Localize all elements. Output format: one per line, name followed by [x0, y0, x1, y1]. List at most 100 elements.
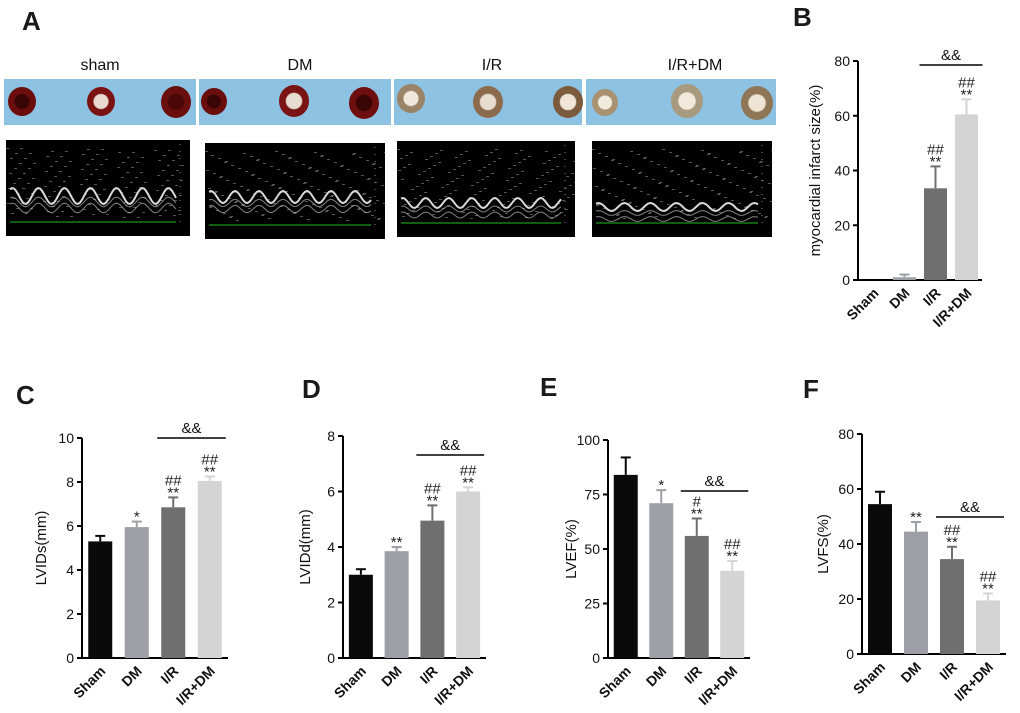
y-tick-label: 0	[592, 650, 600, 666]
echo-speckle	[87, 149, 90, 150]
echo-speckle	[534, 190, 537, 191]
echo-speckle	[425, 159, 428, 160]
echo-speckle	[702, 169, 705, 170]
echo-speckle	[140, 172, 143, 173]
echo-speckle	[628, 203, 631, 204]
echo-speckle	[695, 166, 698, 167]
echo-wall-trace	[595, 210, 759, 216]
echo-speckle	[125, 187, 128, 188]
echo-speckle	[168, 150, 171, 151]
echo-speckle	[174, 200, 177, 201]
echo-speckle	[349, 187, 352, 188]
echo-speckle	[412, 210, 415, 211]
echo-speckle	[454, 190, 457, 191]
significance-marker: **	[462, 474, 474, 491]
echo-speckle	[465, 151, 468, 152]
echo-speckle	[645, 176, 648, 177]
echo-speckle	[430, 156, 433, 157]
y-tick-label: 60	[834, 108, 850, 124]
echo-speckle	[33, 163, 36, 164]
echo-speckle	[131, 167, 134, 168]
echo-speckle	[82, 154, 85, 155]
echo-speckle	[629, 202, 632, 203]
echo-speckle	[94, 184, 97, 185]
x-tick-label: Sham	[70, 663, 108, 701]
echo-speckle	[707, 154, 710, 155]
echo-speckle	[293, 213, 296, 214]
echo-speckle	[722, 179, 725, 180]
x-tick-label: I/R	[681, 663, 705, 687]
echo-speckle	[402, 216, 405, 217]
echo-speckle	[669, 152, 672, 153]
significance-marker-hash: ##	[424, 480, 441, 497]
echo-speckle	[567, 197, 570, 198]
echo-speckle	[748, 173, 751, 174]
echo-speckle	[703, 168, 706, 169]
echo-speckle	[61, 211, 64, 212]
echo-speckle	[569, 185, 572, 186]
echo-speckle	[134, 192, 137, 193]
echo-speckle	[265, 181, 268, 182]
significance-marker: **	[691, 505, 703, 522]
y-axis-label: LVEF(%)	[563, 519, 580, 579]
echo-speckle	[89, 189, 92, 190]
echo-speckle	[290, 176, 293, 177]
significance-marker-hash: ##	[460, 462, 477, 479]
echo-speckle	[321, 155, 324, 156]
significance-marker-hash: #	[693, 493, 702, 510]
significance-marker-hash: ##	[201, 452, 218, 469]
echo-speckle	[21, 203, 24, 204]
echo-speckle	[647, 194, 650, 195]
echo-speckle	[330, 196, 333, 197]
echo-speckle	[24, 158, 27, 159]
echo-speckle	[620, 181, 623, 182]
echo-speckle	[397, 149, 400, 150]
y-tick-label: 0	[846, 646, 854, 662]
echo-speckle	[608, 193, 611, 194]
echo-speckle	[22, 188, 25, 189]
x-tick-label: I/R+DM	[173, 663, 218, 708]
echo-speckle	[512, 198, 515, 199]
echo-speckle	[27, 183, 30, 184]
echo-speckle	[273, 203, 276, 204]
echo-speckle	[598, 153, 601, 154]
echo-speckle	[551, 169, 554, 170]
echo-speckle	[59, 171, 62, 172]
x-tick-label: DM	[886, 285, 913, 312]
comparison-label: &&	[960, 499, 980, 516]
echo-speckle	[214, 192, 217, 193]
echo-speckle	[325, 211, 328, 212]
y-tick-label: 4	[327, 539, 335, 555]
y-tick-label: 10	[58, 430, 74, 446]
echo-speckle	[206, 170, 209, 171]
echo-speckle	[12, 198, 15, 199]
echo-speckle	[674, 207, 677, 208]
echo-speckle	[438, 162, 441, 163]
panel-b-letter: B	[793, 2, 812, 32]
echo-speckle	[44, 186, 47, 187]
echo-speckle	[741, 170, 744, 171]
echo-speckle	[23, 173, 26, 174]
heart-slice	[553, 86, 583, 118]
echo-speckle	[208, 188, 211, 189]
echo-speckle	[449, 193, 452, 194]
echo-speckle	[463, 163, 466, 164]
echo-speckle	[255, 211, 258, 212]
echo-speckle	[622, 199, 625, 200]
echo-speckle	[766, 165, 769, 166]
echo-speckle	[462, 212, 465, 213]
echo-speckle	[10, 158, 13, 159]
echo-speckle	[750, 191, 753, 192]
echo-speckle	[530, 214, 533, 215]
echo-speckle	[613, 178, 616, 179]
y-tick-label: 40	[838, 536, 854, 552]
echo-speckle	[549, 181, 552, 182]
echo-image-ir	[397, 141, 575, 237]
y-tick-label: 20	[838, 591, 854, 607]
heart-slice	[161, 86, 191, 118]
echo-speckle	[245, 171, 248, 172]
echo-speckle	[159, 215, 162, 216]
echo-speckle	[618, 163, 621, 164]
echo-speckle	[513, 165, 516, 166]
echo-speckle	[467, 209, 470, 210]
